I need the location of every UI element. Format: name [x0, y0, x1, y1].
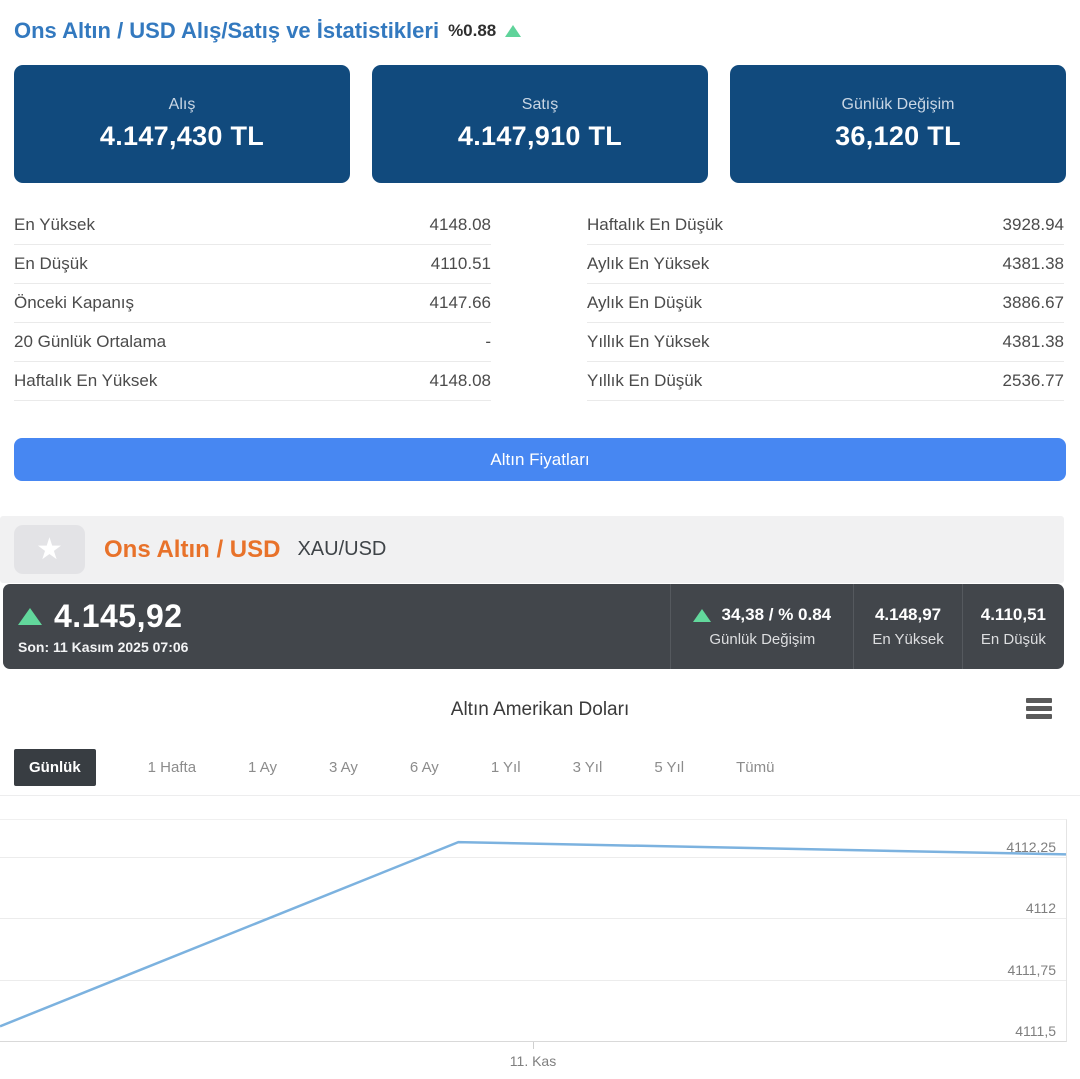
up-arrow-icon	[505, 25, 522, 37]
chart-header: Altın Amerikan Doları	[0, 695, 1080, 725]
daily-change-amount: 34,38 / % 0.84	[721, 605, 832, 624]
stat-value: 3886.67	[1002, 292, 1064, 312]
y-axis-tick-label: 4111,5	[1015, 1023, 1056, 1039]
tab-gunluk[interactable]: Günlük	[14, 748, 96, 786]
buy-label: Alış	[168, 96, 196, 113]
stat-label: Yıllık En Düşük	[587, 370, 703, 390]
day-high-caption: En Yüksek	[872, 631, 944, 648]
chart-gridline	[0, 918, 1066, 919]
tab-1-ay[interactable]: 1 Ay	[248, 758, 277, 776]
page-header: Ons Altın / USD Alış/Satış ve İstatistik…	[0, 0, 1080, 44]
buy-value: 4.147,430 TL	[99, 121, 265, 151]
table-row: Aylık En Yüksek 4381.38	[587, 245, 1064, 284]
chart-menu-icon[interactable]	[1026, 698, 1052, 719]
stat-label: Haftalık En Düşük	[587, 214, 724, 234]
tab-tumu[interactable]: Tümü	[736, 758, 775, 776]
chart-title: Altın Amerikan Doları	[450, 699, 630, 720]
day-low-value: 4.110,51	[980, 605, 1046, 624]
day-low-segment: 4.110,51 En Düşük	[961, 584, 1064, 669]
favorite-button[interactable]: ★	[14, 525, 85, 574]
stat-label: En Yüksek	[14, 214, 95, 234]
tab-3-ay[interactable]: 3 Ay	[328, 758, 358, 776]
last-update-time: Son: 11 Kasım 2025 07:06	[18, 639, 189, 655]
day-high-value: 4.148,97	[874, 605, 942, 624]
chart-gridline	[0, 980, 1066, 981]
stat-label: Haftalık En Yüksek	[14, 370, 158, 390]
stat-label: En Düşük	[14, 253, 88, 273]
price-summary-bar: 4.145,92 Son: 11 Kasım 2025 07:06 34,38 …	[3, 584, 1064, 669]
x-axis-tick-label: 11. Kas	[509, 1053, 557, 1069]
current-price: 4.145,92	[54, 598, 183, 634]
stat-value: 2536.77	[1002, 370, 1064, 390]
y-axis-tick-label: 4112	[1025, 900, 1056, 916]
stats-left-column: En Yüksek 4148.08 En Düşük 4110.51 Önceki …	[14, 206, 491, 401]
table-row: En Düşük 4110.51	[14, 245, 491, 284]
stat-value: -	[485, 331, 491, 351]
range-tabs: Günlük 1 Hafta 1 Ay 3 Ay 6 Ay 1 Yıl 3 Yı…	[14, 747, 1080, 787]
stat-value: 4148.08	[429, 214, 491, 234]
stat-value: 4148.08	[429, 370, 491, 390]
sell-value: 4.147,910 TL	[457, 121, 623, 151]
sell-card: Satış 4.147,910 TL	[372, 65, 708, 183]
current-price-block: 4.145,92 Son: 11 Kasım 2025 07:06	[3, 584, 670, 669]
buy-card: Alış 4.147,430 TL	[14, 65, 350, 183]
instrument-header-bar: ★ Ons Altın / USD XAU/USD	[0, 516, 1064, 583]
stats-right-column: Haftalık En Düşük 3928.94 Aylık En Yüksek…	[587, 206, 1064, 401]
day-low-caption: En Düşük	[980, 631, 1046, 648]
instrument-name: Ons Altın / USD	[104, 535, 281, 563]
table-row: Aylık En Düşük 3886.67	[587, 284, 1064, 323]
table-row: En Yüksek 4148.08	[14, 206, 491, 245]
y-axis-tick-label: 4112,25	[1006, 839, 1056, 855]
x-axis-tick	[533, 1042, 534, 1049]
tab-1-yil[interactable]: 1 Yıl	[490, 758, 521, 776]
stat-label: Önceki Kapanış	[14, 292, 135, 312]
star-icon: ★	[36, 532, 63, 566]
stat-value: 3928.94	[1002, 214, 1064, 234]
sell-label: Satış	[521, 96, 559, 113]
up-arrow-icon	[693, 608, 712, 622]
daily-change-label: Günlük Değişim	[841, 96, 955, 113]
stat-value: 4110.51	[430, 253, 491, 273]
gold-prices-button[interactable]: Altın Fiyatları	[14, 438, 1066, 481]
daily-change-value: 36,120 TL	[835, 121, 961, 151]
tab-3-yil[interactable]: 3 Yıl	[572, 758, 603, 776]
tab-1-hafta[interactable]: 1 Hafta	[147, 758, 197, 776]
table-row: Yıllık En Yüksek 4381.38	[587, 323, 1064, 362]
page-title: Ons Altın / USD Alış/Satış ve İstatistik…	[14, 18, 440, 43]
stat-value: 4381.38	[1002, 253, 1064, 273]
stat-label: Yıllık En Yüksek	[587, 331, 710, 351]
instrument-code: XAU/USD	[297, 538, 387, 560]
y-axis-tick-label: 4111,75	[1007, 962, 1056, 978]
stat-label: Aylık En Düşük	[587, 292, 702, 312]
table-row: Önceki Kapanış 4147.66	[14, 284, 491, 323]
daily-change-caption: Günlük Değişim	[709, 631, 816, 648]
stat-value: 4147.66	[429, 292, 491, 312]
stat-label: 20 Günlük Ortalama	[14, 331, 167, 351]
statistics-table: En Yüksek 4148.08 En Düşük 4110.51 Önceki …	[14, 206, 1064, 401]
tab-6-ay[interactable]: 6 Ay	[409, 758, 439, 776]
table-row: Yıllık En Düşük 2536.77	[587, 362, 1064, 401]
chart-gridline	[0, 857, 1066, 858]
daily-change-card: Günlük Değişim 36,120 TL	[730, 65, 1066, 183]
table-row: Haftalık En Düşük 3928.94	[587, 206, 1064, 245]
daily-change-percent: %0.88	[448, 21, 497, 40]
table-row: 20 Günlük Ortalama -	[14, 323, 491, 362]
up-arrow-icon	[18, 608, 42, 625]
stat-value: 4381.38	[1002, 331, 1064, 351]
tabs-divider	[0, 795, 1080, 796]
table-row: Haftalık En Yüksek 4148.08	[14, 362, 491, 401]
tab-5-yil[interactable]: 5 Yıl	[654, 758, 685, 776]
day-high-segment: 4.148,97 En Yüksek	[853, 584, 961, 669]
stat-label: Aylık En Yüksek	[587, 253, 710, 273]
price-line-series	[0, 840, 1066, 1028]
daily-change-segment: 34,38 / % 0.84 Günlük Değişim	[670, 584, 853, 669]
summary-cards: Alış 4.147,430 TL Satış 4.147,910 TL Gün…	[14, 65, 1066, 183]
price-line-chart[interactable]: 4112,25 4112 4111,75 4111,5 11. Kas	[0, 819, 1067, 1069]
